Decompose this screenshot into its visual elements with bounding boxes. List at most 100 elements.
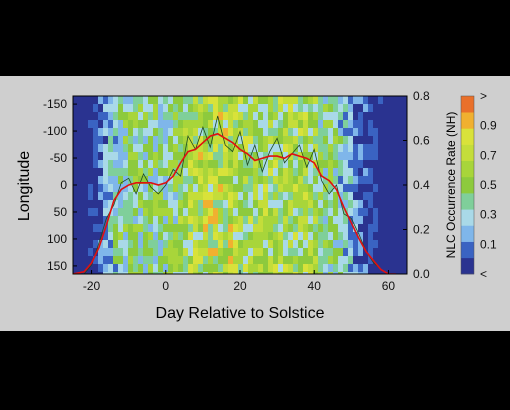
heatmap-cell (223, 144, 229, 153)
heatmap-cell (148, 232, 154, 241)
heatmap-cell (283, 264, 289, 273)
heatmap-cell (248, 224, 254, 233)
heatmap-cell (363, 120, 369, 129)
heatmap-cell (273, 216, 279, 225)
heatmap-cell (333, 200, 339, 209)
heatmap-cell (328, 160, 334, 169)
heatmap-cell (178, 144, 184, 153)
heatmap-cell (303, 264, 309, 273)
heatmap-cell (388, 240, 394, 249)
heatmap-cell (228, 144, 234, 153)
heatmap-cell (293, 152, 299, 161)
heatmap-cell (183, 256, 189, 265)
heatmap-cell (168, 176, 174, 185)
heatmap-cell (133, 184, 139, 193)
heatmap-cell (183, 176, 189, 185)
heatmap-cell (178, 96, 184, 105)
heatmap-cell (243, 160, 249, 169)
heatmap-cell (118, 112, 124, 121)
heatmap-cell (83, 96, 89, 105)
heatmap-cell (248, 112, 254, 121)
heatmap-cell (88, 112, 94, 121)
x-tick-label: 20 (233, 279, 247, 293)
heatmap-cell (273, 120, 279, 129)
heatmap-cell (73, 200, 79, 209)
heatmap-cell (228, 224, 234, 233)
heatmap-cell (243, 192, 249, 201)
heatmap-cell (93, 112, 99, 121)
heatmap-cell (118, 184, 124, 193)
heatmap-cell (218, 232, 224, 241)
heatmap-cell (393, 136, 399, 145)
heatmap-cell (283, 208, 289, 217)
heatmap-cell (393, 224, 399, 233)
heatmap-cell (403, 168, 407, 177)
heatmap-cell (268, 264, 274, 273)
heatmap-cell (288, 200, 294, 209)
heatmap-cell (288, 128, 294, 137)
heatmap-cell (313, 240, 319, 249)
heatmap-cell (283, 272, 289, 274)
heatmap-cell (113, 200, 119, 209)
heatmap-cell (378, 128, 384, 137)
heatmap-cell (398, 104, 404, 113)
heatmap-cell (263, 144, 269, 153)
heatmap-cell (183, 216, 189, 225)
heatmap-cell (378, 248, 384, 257)
heatmap-cell (368, 128, 374, 137)
heatmap-cell (203, 128, 209, 137)
heatmap-cell (338, 272, 344, 274)
heatmap-cell (363, 232, 369, 241)
heatmap-cell (363, 168, 369, 177)
heatmap-cell (128, 248, 134, 257)
heatmap-cell (148, 160, 154, 169)
heatmap-cell (88, 216, 94, 225)
heatmap-cell (88, 248, 94, 257)
heatmap-cell (108, 96, 114, 105)
heatmap-cell (143, 232, 149, 241)
heatmap-cell (383, 96, 389, 105)
heatmap-cell (233, 96, 239, 105)
heatmap-cell (253, 168, 259, 177)
heatmap-cell (393, 192, 399, 201)
heatmap-cell (143, 104, 149, 113)
heatmap-cell (178, 128, 184, 137)
heatmap-cell (273, 176, 279, 185)
heatmap-cell (193, 160, 199, 169)
heatmap-cell (198, 200, 204, 209)
heatmap-cell (343, 160, 349, 169)
heatmap-cell (383, 120, 389, 129)
heatmap-cell (178, 112, 184, 121)
heatmap-cell (148, 104, 154, 113)
heatmap-cell (263, 208, 269, 217)
heatmap-cell (343, 152, 349, 161)
heatmap-cell (238, 112, 244, 121)
heatmap-cell (128, 240, 134, 249)
heatmap-cell (103, 176, 109, 185)
heatmap-cell (253, 184, 259, 193)
heatmap-cell (188, 120, 194, 129)
heatmap-cell (193, 192, 199, 201)
heatmap-cell (243, 128, 249, 137)
colorbar-swatch (461, 209, 474, 226)
heatmap-cell (288, 184, 294, 193)
heatmap-cell (403, 256, 407, 265)
heatmap-cell (223, 152, 229, 161)
heatmap-cell (258, 152, 264, 161)
heatmap-cell (303, 232, 309, 241)
heatmap-cell (343, 224, 349, 233)
heatmap-cell (228, 208, 234, 217)
heatmap-cell (223, 240, 229, 249)
heatmap-cell (163, 168, 169, 177)
heatmap-cell (338, 112, 344, 121)
heatmap-cell (363, 104, 369, 113)
heatmap-cell (283, 256, 289, 265)
heatmap-cell (368, 144, 374, 153)
heatmap-cell (178, 152, 184, 161)
heatmap-cell (228, 272, 234, 274)
heatmap-cell (213, 208, 219, 217)
y-axis-label: Longitude (16, 151, 33, 221)
heatmap-cell (183, 208, 189, 217)
heatmap-cell (153, 160, 159, 169)
heatmap-cell (108, 232, 114, 241)
